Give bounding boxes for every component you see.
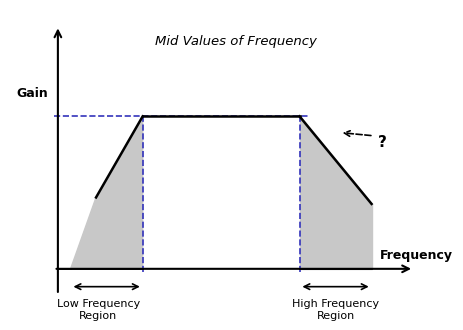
Text: Mid Values of Frequency: Mid Values of Frequency <box>155 35 317 48</box>
Polygon shape <box>70 116 143 269</box>
Text: Low Frequency
Region: Low Frequency Region <box>56 299 140 321</box>
Text: High Frequency
Region: High Frequency Region <box>292 299 379 321</box>
Text: ?: ? <box>378 135 387 150</box>
Polygon shape <box>300 116 372 269</box>
Text: Frequency: Frequency <box>380 249 453 262</box>
Text: Gain: Gain <box>17 87 48 100</box>
